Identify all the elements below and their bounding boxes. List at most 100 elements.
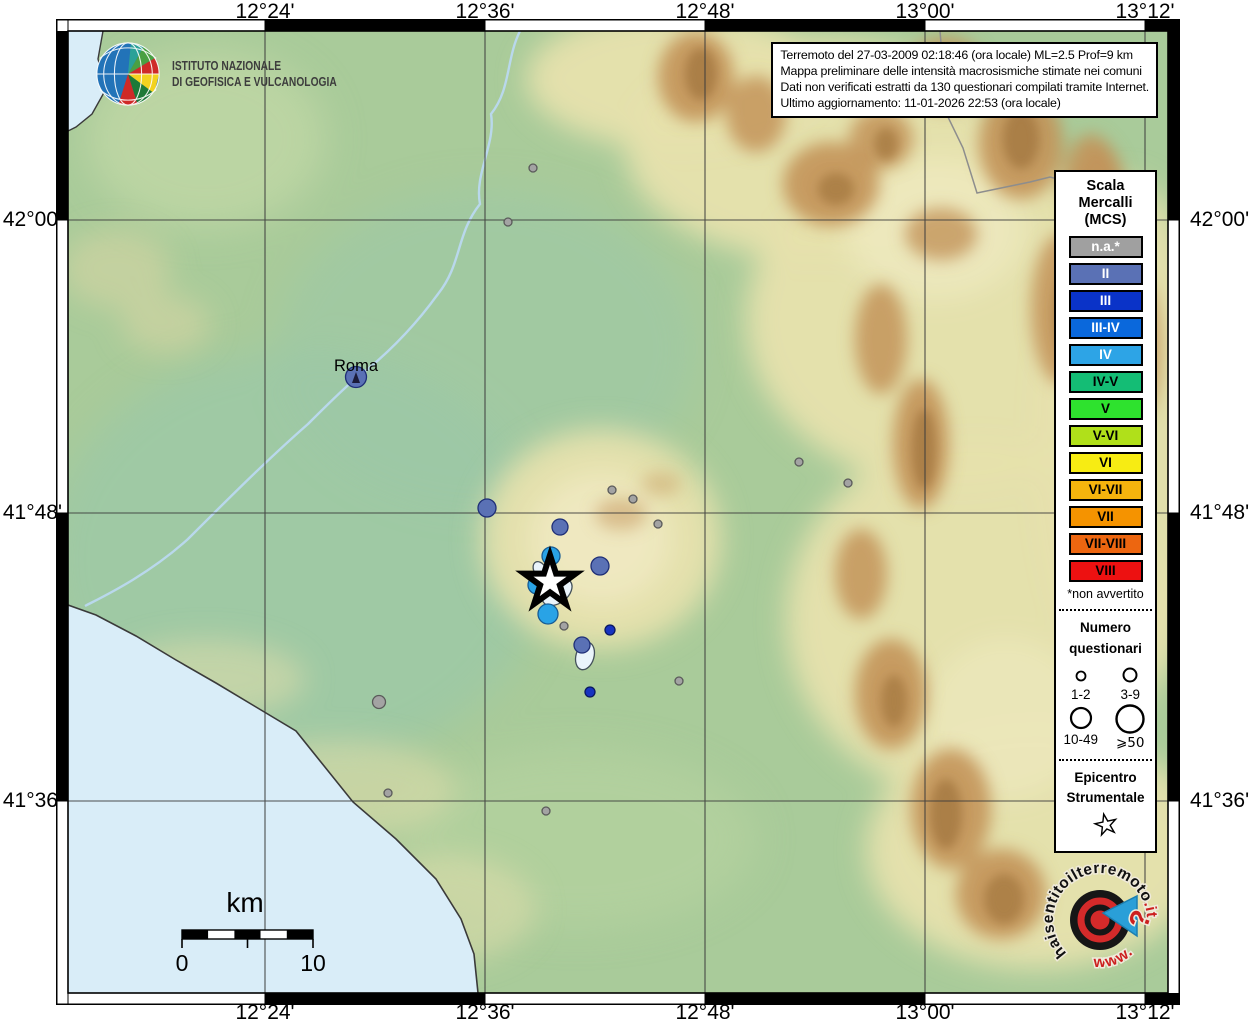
axis-label-bottom-1236: 12°36'	[455, 1001, 515, 1024]
intensity-point-II	[477, 498, 497, 518]
axis-label-top-1224: 12°24'	[235, 0, 295, 23]
legend-chip-III: III	[1068, 290, 1143, 313]
megaphone-icon	[1101, 894, 1138, 938]
intensity-point-na	[628, 494, 638, 504]
intensity-point-na	[528, 163, 538, 173]
ingv-globe-icon	[96, 42, 160, 106]
sea-area	[68, 605, 478, 993]
size-label-3-9: 3-9	[1120, 686, 1140, 702]
size-circle-3-9	[1122, 667, 1138, 683]
legend-title: Scala Mercalli (MCS)	[1056, 178, 1155, 229]
intensity-point-na	[541, 806, 551, 816]
size-label-1-2: 1-2	[1070, 686, 1091, 702]
axis-label-right-4136: 41°36'	[1190, 789, 1250, 812]
info-line-map: Mappa preliminare delle intensità macros…	[780, 64, 1142, 79]
legend-chip-VIII: VIII	[1068, 560, 1143, 583]
legend-divider-2	[1059, 758, 1152, 761]
ingv-logo-text: ISTITUTO NAZIONALE DI GEOFISICA E VULCAN…	[172, 58, 337, 90]
size-circle-1-2	[1075, 670, 1087, 682]
legend-chip-VII: VII	[1068, 506, 1143, 529]
intensity-point-III	[584, 686, 596, 698]
legend-chip-VII-VIII: VII-VIII	[1068, 533, 1143, 556]
intensity-point-IV	[537, 603, 559, 625]
map-canvas: Roma km 0 10	[56, 19, 1180, 1005]
questionnaire-size-key: 1-2 3-9 10-49 ⩾50	[1056, 661, 1155, 751]
ingv-name-line2: DI GEOFISICA E VULCANOLOGIA	[172, 75, 337, 89]
epicenter-key-title: Epicentro Strumentale	[1056, 768, 1155, 809]
intensity-point-na	[653, 519, 663, 529]
axis-label-right-4148: 41°48'	[1190, 501, 1250, 524]
size-key-1-2: 1-2	[1056, 661, 1106, 702]
questionnaires-title: Numero questionari	[1056, 618, 1155, 659]
legend-panel: Scala Mercalli (MCS) n.a.* II III III-IV IV I…	[1054, 170, 1157, 854]
epicenter-star	[515, 545, 585, 612]
intensity-point-II	[590, 556, 610, 576]
ingv-name-line1: ISTITUTO NAZIONALE	[172, 59, 282, 73]
legend-chip-VI: VI	[1068, 452, 1143, 475]
epicenter-title-line1: Epicentro	[1074, 769, 1137, 785]
axis-label-top-1248: 12°48'	[675, 0, 735, 23]
intensity-point-II	[573, 636, 591, 654]
legend-chip-n.a.*: n.a.*	[1068, 236, 1143, 259]
legend-title-line2: Mercalli	[1078, 195, 1133, 212]
size-circle-50plus	[1115, 704, 1145, 734]
intensity-point-na	[503, 217, 513, 227]
scale-bar: km 0 10	[176, 887, 326, 976]
roma-label: Roma	[334, 357, 379, 375]
axis-label-top-1312: 13°12'	[1115, 0, 1175, 23]
intensity-point-na	[843, 478, 853, 488]
info-line-event: Terremoto del 27-03-2009 02:18:46 (ora l…	[780, 48, 1133, 62]
axis-label-bottom-1300: 13°00'	[895, 1001, 955, 1024]
earthquake-info-box: Terremoto del 27-03-2009 02:18:46 (ora l…	[771, 42, 1158, 118]
legend-chip-IV-V: IV-V	[1068, 371, 1143, 394]
size-key-3-9: 3-9	[1106, 661, 1156, 702]
info-line-update: Ultimo aggiornamento: 11-01-2026 22:53 (…	[780, 96, 1061, 111]
axis-label-bottom-1224: 12°24'	[235, 1001, 295, 1024]
legend-intensity-scale: n.a.* II III III-IV IV IV-V V V-VI VI VI-VII VII VI…	[1056, 236, 1155, 583]
legend-footnote: *non avvertito	[1067, 587, 1144, 602]
size-key-10-49: 10-49	[1056, 702, 1106, 751]
scale-bar-end: 10	[300, 950, 326, 976]
legend-chip-VI-VII: VI-VII	[1068, 479, 1143, 502]
axis-label-top-1236: 12°36'	[455, 0, 515, 23]
intensity-point-na	[371, 694, 387, 710]
size-key-50plus: ⩾50	[1106, 702, 1156, 751]
legend-divider	[1059, 609, 1152, 612]
epicenter-title-line2: Strumentale	[1066, 790, 1145, 806]
size-label-10-49: 10-49	[1063, 731, 1099, 747]
legend-chip-V: V	[1068, 398, 1143, 421]
intensity-point-na	[794, 457, 804, 467]
intensity-point-na	[383, 788, 393, 798]
ingv-logo: ISTITUTO NAZIONALE DI GEOFISICA E VULCAN…	[94, 40, 373, 108]
scale-bar-start: 0	[176, 950, 189, 976]
axis-label-top-1300: 13°00'	[895, 0, 955, 23]
size-circle-10-49	[1069, 706, 1092, 729]
roma-city-marker	[352, 372, 360, 383]
questionnaires-title-line1: Numero	[1079, 620, 1131, 636]
legend-chip-II: II	[1068, 263, 1143, 286]
questionnaires-title-line2: questionari	[1069, 640, 1142, 656]
legend-chip-IV: IV	[1068, 344, 1143, 367]
intensity-point-II	[551, 518, 569, 536]
intensity-point-na	[559, 621, 569, 631]
scale-bar-unit: km	[226, 887, 263, 918]
axis-label-right-4200: 42°00'	[1190, 208, 1250, 231]
intensity-point-III	[604, 624, 616, 636]
axis-label-bottom-1312: 13°12'	[1115, 1001, 1175, 1024]
map-frame	[56, 19, 1180, 1005]
sea-area-northwest	[68, 31, 106, 131]
legend-chip-V-VI: V-VI	[1068, 425, 1143, 448]
legend-title-line3: (MCS)	[1084, 212, 1127, 229]
axis-label-left-4200: 42°00'	[2, 208, 62, 231]
info-line-data: Dati non verificati estratti da 130 ques…	[780, 80, 1149, 95]
intensity-point-na	[607, 485, 617, 495]
axis-label-left-4148: 41°48'	[2, 501, 62, 524]
size-label-50plus: ⩾50	[1116, 734, 1145, 751]
legend-title-line1: Scala	[1086, 178, 1125, 194]
river	[84, 31, 522, 608]
coastline	[68, 604, 479, 993]
legend-chip-III-IV: III-IV	[1068, 317, 1143, 340]
intensity-point-na	[674, 676, 684, 686]
axis-label-bottom-1248: 12°48'	[675, 1001, 735, 1024]
